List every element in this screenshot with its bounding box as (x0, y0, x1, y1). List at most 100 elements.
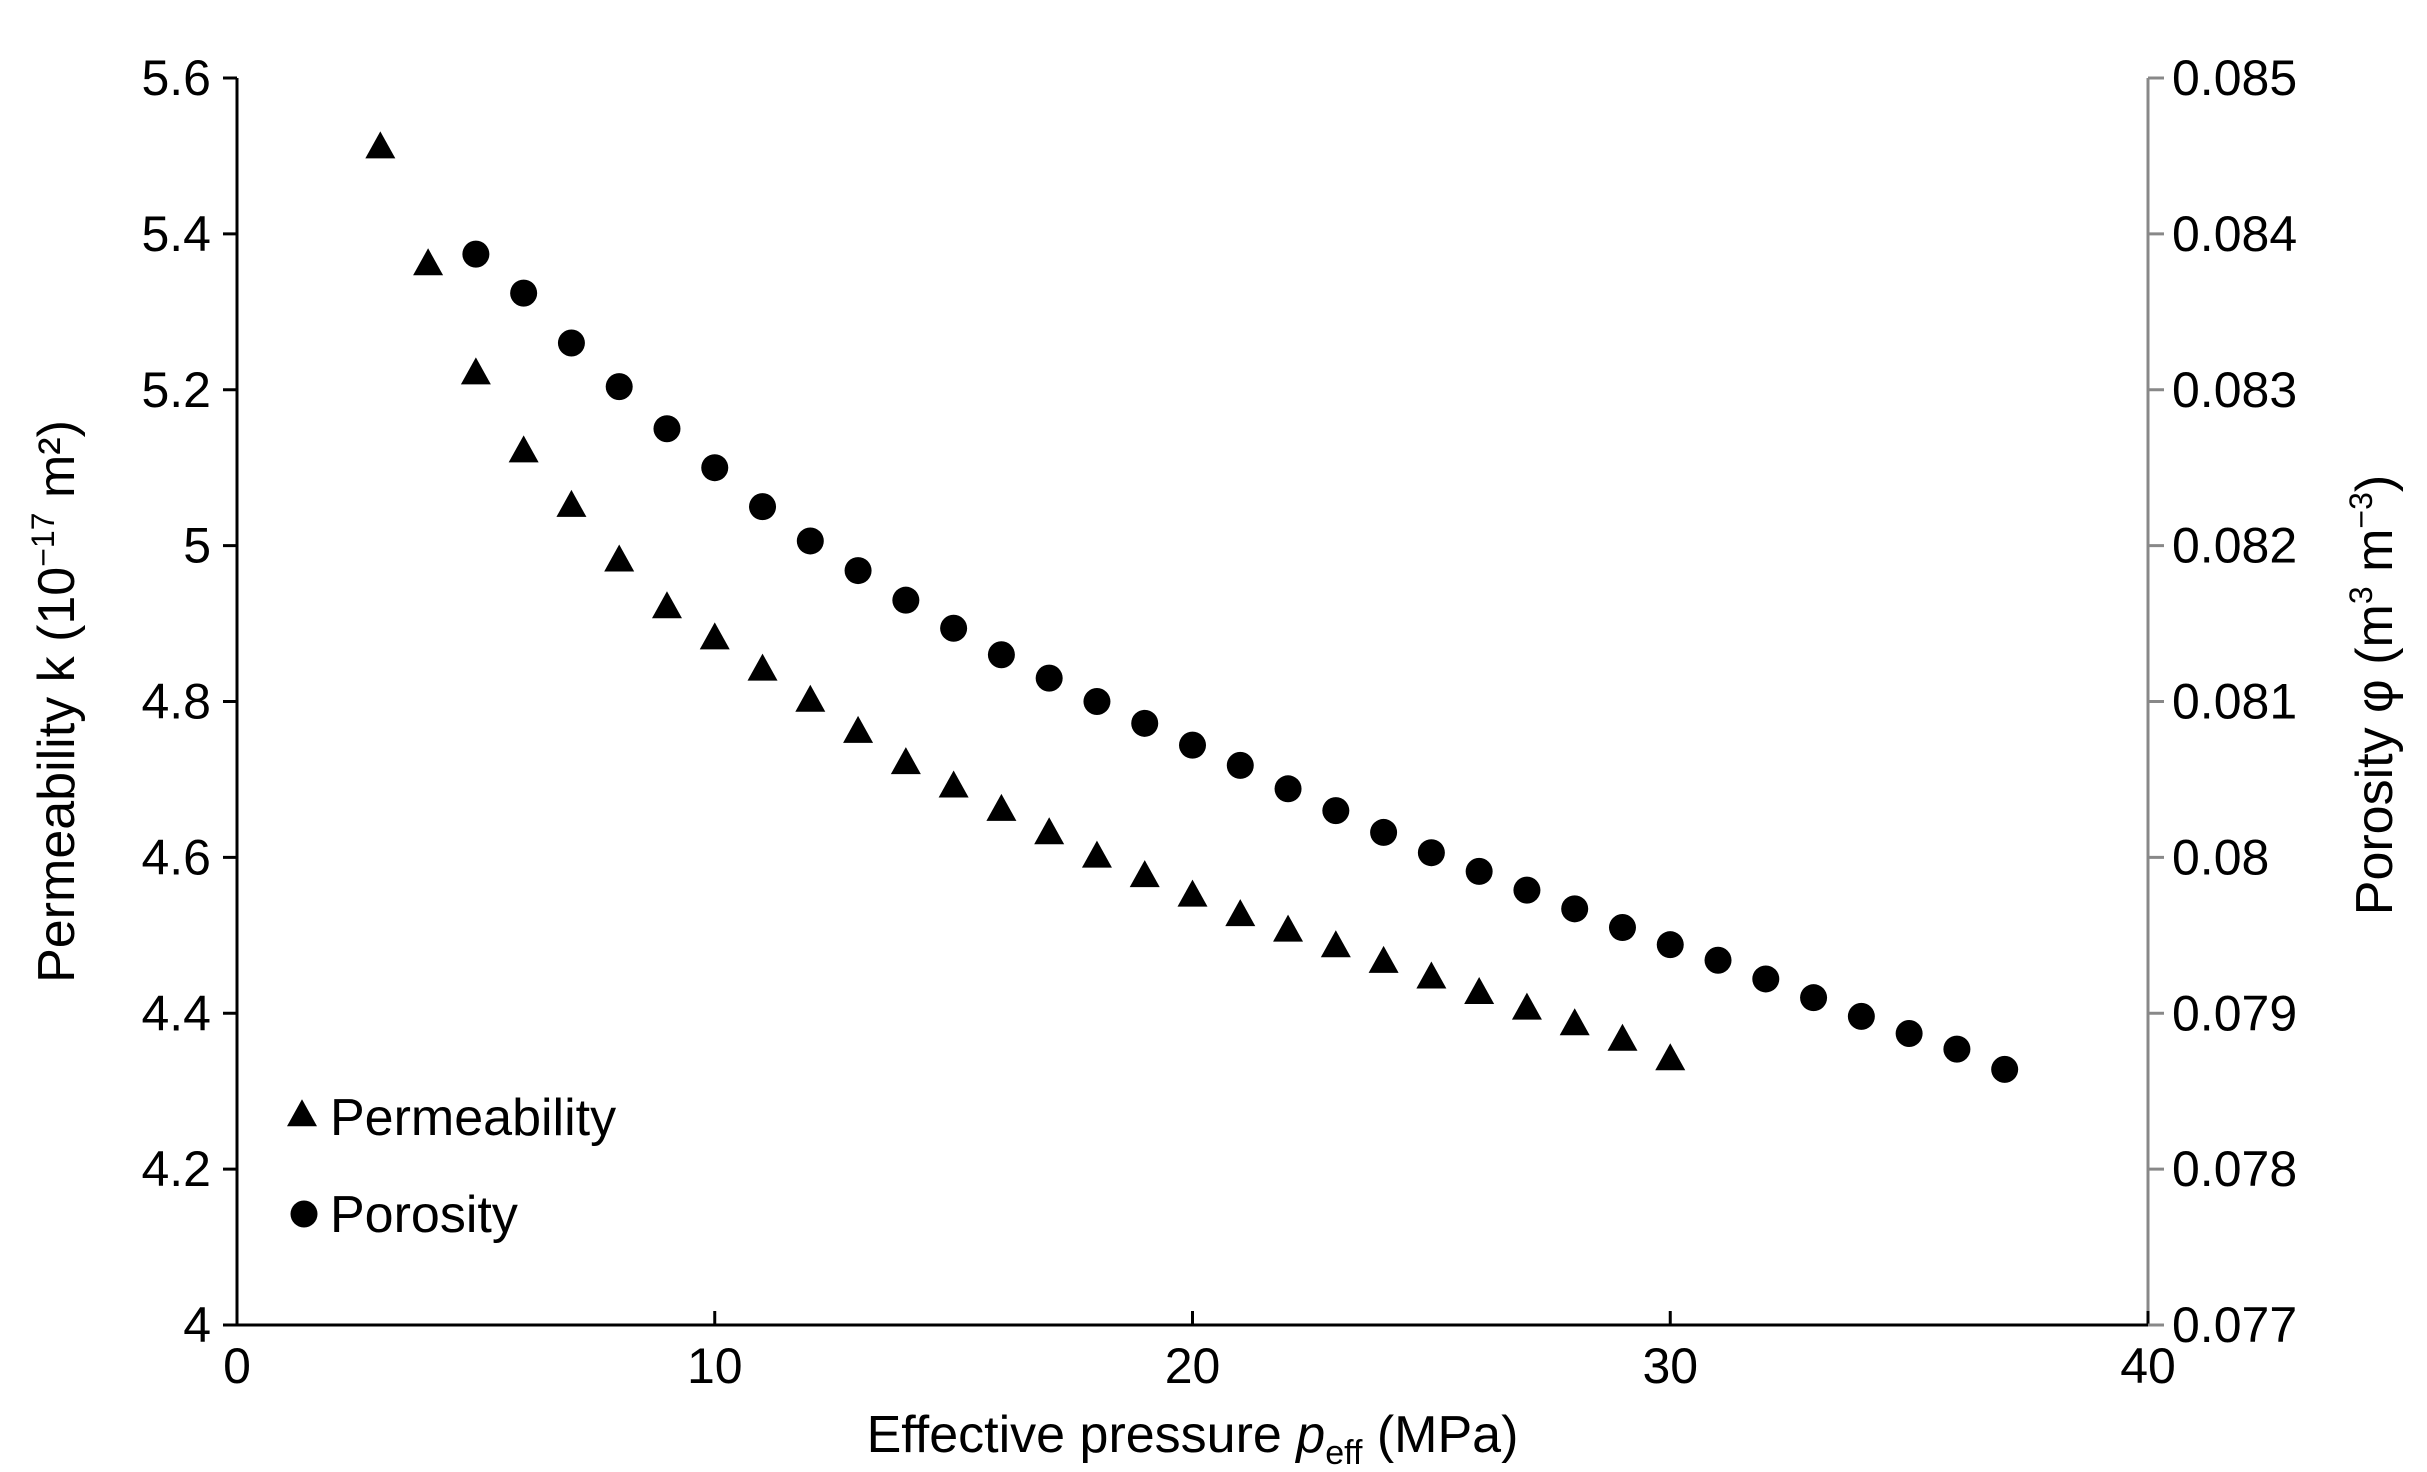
porosity-point (1226, 751, 1254, 779)
y-left-title-sup: −17 (25, 512, 61, 566)
permeability-point (699, 622, 730, 650)
porosity-point (1895, 1020, 1923, 1048)
x-title-main: Effective pressure (867, 1406, 1297, 1464)
y-right-title-sup1: 3 (2343, 586, 2379, 604)
y-right-title-main: Porosity φ (m (2346, 604, 2404, 915)
permeability-point (795, 684, 826, 712)
porosity-point (987, 641, 1015, 669)
porosity-point (1991, 1055, 2019, 1083)
porosity-point (1035, 664, 1063, 692)
porosity-point (1704, 946, 1732, 974)
y-left-tick-label: 4 (183, 1297, 211, 1353)
permeability-point (556, 489, 587, 517)
porosity-point (1608, 914, 1636, 942)
porosity-point (1370, 818, 1398, 846)
porosity-point (1417, 839, 1445, 867)
porosity-point (1083, 688, 1111, 715)
permeability-point (651, 591, 682, 619)
permeability-point (1225, 899, 1256, 927)
permeability-point (1034, 817, 1065, 845)
porosity-point (1656, 931, 1684, 959)
y-right-title-sup2: −3 (2343, 492, 2379, 528)
y-left-title-unit: m²) (28, 420, 86, 512)
y-left-tick-label: 5 (183, 518, 211, 574)
permeability-point (1559, 1008, 1590, 1036)
x-ticks: 0 10 20 30 40 (223, 1311, 2176, 1394)
permeability-point (747, 653, 778, 681)
permeability-point (843, 715, 874, 743)
porosity-point (940, 614, 968, 642)
porosity-point (1131, 709, 1159, 737)
y-right-ticks: 0.077 0.078 0.079 0.08 0.081 0.082 0.083 0.084 0… (2148, 50, 2297, 1353)
porosity-point (749, 493, 777, 521)
y-left-tick-label: 5.2 (141, 362, 211, 418)
permeability-point (1368, 945, 1399, 973)
permeability-point (1177, 879, 1208, 907)
x-axis-title: Effective pressure peff (MPa) (867, 1406, 1519, 1472)
y-right-tick-label: 0.078 (2172, 1141, 2297, 1197)
x-tick-label: 0 (223, 1338, 251, 1394)
y-right-tick-label: 0.077 (2172, 1297, 2297, 1353)
permeability-point (1416, 961, 1447, 989)
y-right-tick-label: 0.081 (2172, 674, 2297, 730)
x-tick-label: 20 (1165, 1338, 1221, 1394)
y-right-tick-label: 0.085 (2172, 50, 2297, 106)
permeability-point (1655, 1043, 1686, 1071)
legend-porosity-marker (290, 1200, 318, 1228)
porosity-point (557, 329, 585, 357)
porosity-point (1561, 895, 1589, 923)
porosity-point (1847, 1002, 1875, 1030)
porosity-point (1513, 876, 1541, 904)
permeability-point (508, 435, 539, 463)
y-right-tick-label: 0.079 (2172, 985, 2297, 1041)
y-right-title-end: ) (2346, 475, 2404, 492)
permeability-point (1081, 840, 1112, 868)
permeability-point (986, 793, 1017, 821)
porosity-point (1274, 775, 1302, 803)
y-left-tick-label: 5.6 (141, 50, 211, 106)
y-left-tick-label: 4.8 (141, 674, 211, 730)
x-tick-label: 40 (2120, 1338, 2176, 1394)
x-title-var: p (1294, 1406, 1325, 1464)
y-right-title-mid: m (2346, 529, 2404, 587)
porosity-point (1800, 984, 1828, 1012)
y-left-tick-label: 4.6 (141, 829, 211, 885)
permeability-point (604, 544, 635, 572)
porosity-point (892, 586, 920, 614)
y-left-axis-title: Permeability k (10−17 m²) (25, 420, 86, 983)
legend-porosity-label: Porosity (330, 1186, 518, 1244)
permeability-point (1320, 930, 1351, 958)
y-left-tick-label: 4.4 (141, 985, 211, 1041)
permeability-point (1273, 914, 1304, 942)
legend-permeability-label: Permeability (330, 1089, 616, 1147)
permeability-point (938, 770, 969, 798)
porosity-point (1752, 965, 1780, 993)
y-right-axis-title: Porosity φ (m3 m−3) (2343, 475, 2404, 915)
y-right-tick-label: 0.08 (2172, 829, 2269, 885)
porosity-point (796, 527, 824, 555)
porosity-point (653, 415, 681, 443)
porosity-point (510, 279, 538, 307)
y-left-tick-label: 5.4 (141, 206, 211, 262)
data-marks (365, 131, 2019, 1083)
legend-permeability-marker (287, 1099, 317, 1127)
porosity-point (1943, 1035, 1971, 1063)
porosity-point (1465, 857, 1493, 885)
y-right-tick-label: 0.083 (2172, 362, 2297, 418)
porosity-point (1179, 731, 1206, 759)
permeability-point (1511, 992, 1542, 1020)
permeability-point (365, 131, 396, 159)
y-left-title-main: Permeability k (10 (28, 567, 86, 983)
porosity-point (701, 454, 729, 482)
permeability-point (460, 357, 491, 385)
y-right-tick-label: 0.084 (2172, 206, 2297, 262)
y-left-ticks: 4 4.2 4.4 4.6 4.8 5 5.2 5.4 5.6 (141, 50, 237, 1353)
permeability-point (413, 248, 444, 276)
x-title-unit: (MPa) (1362, 1406, 1518, 1464)
x-tick-label: 30 (1642, 1338, 1698, 1394)
permeability-point (890, 747, 921, 775)
x-title-sub: eff (1325, 1434, 1363, 1472)
x-tick-label: 10 (687, 1338, 743, 1394)
porosity-point (844, 557, 872, 585)
